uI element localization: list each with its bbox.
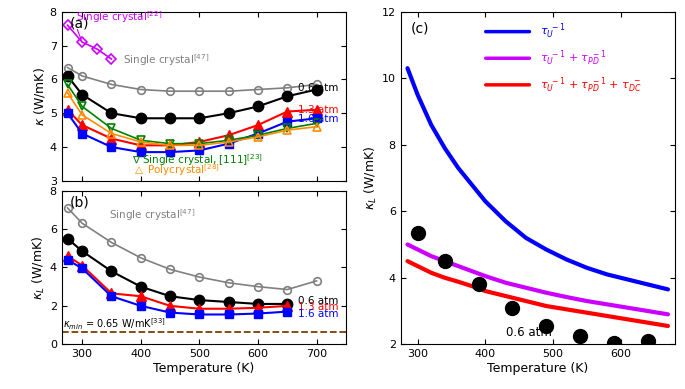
Text: $\tau_U^{\ -1}$: $\tau_U^{\ -1}$ [540,22,566,41]
Text: (a): (a) [70,17,90,31]
Text: Single crystal$^{[47]}$: Single crystal$^{[47]}$ [108,208,195,223]
Text: 0.6 atm: 0.6 atm [506,326,551,339]
Text: (c): (c) [410,22,429,36]
Text: 1.6 atm: 1.6 atm [298,308,338,319]
Text: $\kappa_{min}$ = 0.65 W/mK$^{[33]}$: $\kappa_{min}$ = 0.65 W/mK$^{[33]}$ [64,317,166,332]
Y-axis label: $\kappa_L$ (W/mK): $\kappa_L$ (W/mK) [31,235,47,300]
Text: $\nabla$ Single crystal, [111]$^{[23]}$: $\nabla$ Single crystal, [111]$^{[23]}$ [132,152,263,168]
Text: Single crystal$^{[47]}$: Single crystal$^{[47]}$ [123,53,210,68]
Text: 1.6 atm: 1.6 atm [298,114,338,124]
Text: 0.6 atm: 0.6 atm [298,83,338,93]
Y-axis label: $\kappa_L$ (W/mK): $\kappa_L$ (W/mK) [363,146,379,210]
Text: 1.3 atm: 1.3 atm [298,105,338,115]
Text: $\tau_U^{\ -1}$ + $\tau_{PD}^{\ -1}$ + $\tau_{DC}^{\ -}$: $\tau_U^{\ -1}$ + $\tau_{PD}^{\ -1}$ + $… [540,75,643,95]
Y-axis label: $\kappa$ (W/mK): $\kappa$ (W/mK) [32,67,47,126]
X-axis label: Temperature (K): Temperature (K) [153,362,254,375]
Text: Single crystal$^{[22]}$: Single crystal$^{[22]}$ [76,9,162,25]
Text: (b): (b) [70,195,90,209]
Text: 0.6 atm: 0.6 atm [298,296,338,306]
Text: $\tau_U^{\ -1}$ + $\tau_{PD}^{\ -1}$: $\tau_U^{\ -1}$ + $\tau_{PD}^{\ -1}$ [540,49,607,68]
Text: 1.3 atm: 1.3 atm [298,302,338,312]
X-axis label: Temperature (K): Temperature (K) [487,362,588,375]
Text: $\triangle$ Polycrystal$^{[28]}$: $\triangle$ Polycrystal$^{[28]}$ [132,162,220,178]
